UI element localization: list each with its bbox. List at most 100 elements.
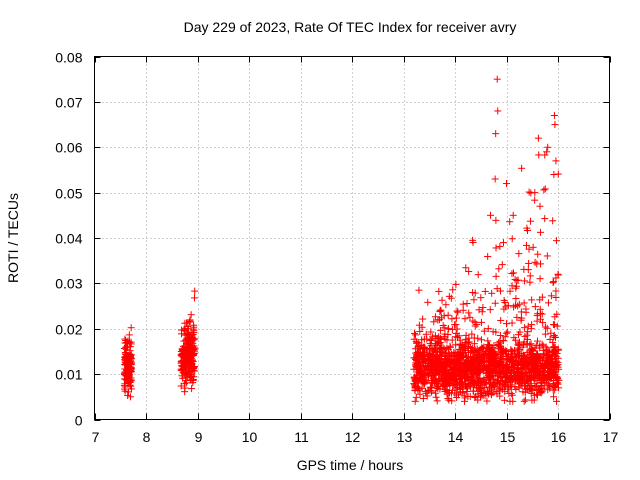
chart-title: Day 229 of 2023, Rate Of TEC Index for r… [184,19,517,35]
data-point [462,366,470,374]
data-point [436,306,444,314]
data-point [535,373,543,381]
data-point [552,293,560,301]
data-point [493,387,501,395]
data-point [484,390,492,398]
x-tick-label: 9 [195,429,203,445]
data-point [493,285,501,293]
data-point [493,75,501,83]
data-point [554,374,562,382]
data-point [496,332,504,340]
data-point [122,343,130,351]
data-point [419,315,427,323]
data-point [439,376,447,384]
data-point [441,335,449,343]
data-point [127,393,135,401]
data-point [442,301,450,309]
data-point [534,134,542,142]
data-point [475,353,483,361]
data-point [445,396,453,404]
data-point [445,292,453,300]
data-point [444,395,452,403]
data-point [455,332,463,340]
data-point [437,307,445,315]
data-point [550,170,558,178]
data-point [452,385,460,393]
data-point [125,331,133,339]
data-point [495,380,503,388]
data-point [462,373,470,381]
data-point [121,335,129,343]
data-point [542,360,550,368]
data-point [551,121,559,129]
x-tick-labels: 7 8 9 10 11 12 13 14 15 16 17 [92,429,619,445]
data-point [444,325,452,333]
data-point [463,300,471,308]
data-point [500,239,508,247]
x-tick-label: 13 [397,429,413,445]
data-point [439,322,447,330]
data-point [480,350,488,358]
data-point [499,346,507,354]
data-point [452,314,460,322]
data-point [545,347,553,355]
data-point [545,382,553,390]
data-point [470,296,478,304]
data-point [475,369,483,377]
data-point [462,380,470,388]
data-point [120,345,128,353]
data-point [452,321,460,329]
data-point [182,366,190,374]
data-point [416,390,424,398]
data-point [550,393,558,401]
data-point [541,330,549,338]
data-point [412,349,420,357]
data-point [537,362,545,370]
data-point [470,360,478,368]
data-point [525,384,533,392]
data-point [544,386,552,394]
data-point [494,339,502,347]
data-point [445,369,453,377]
data-point [453,325,461,333]
data-point [453,334,461,342]
data-point [520,397,528,405]
data-point [515,250,523,258]
data-point [516,346,524,354]
data-point [547,292,555,300]
y-tick-label: 0.03 [55,276,82,292]
data-point [452,391,460,399]
x-tick-label: 8 [143,429,151,445]
data-point [178,345,186,353]
data-point [191,287,199,295]
data-point [518,349,526,357]
data-point [454,308,462,316]
x-tick-label: 7 [92,429,100,445]
data-point [180,359,188,367]
data-point [487,211,495,219]
data-point [504,302,512,310]
data-point [539,374,547,382]
data-point [552,274,560,282]
data-point [184,322,192,330]
data-point [422,364,430,372]
data-point [448,389,456,397]
data-point [414,343,422,351]
data-point [539,342,547,350]
data-point [469,288,477,296]
y-axis-label: ROTI / TECUs [5,193,21,283]
data-point [541,151,549,159]
data-point [549,377,557,385]
data-point [517,308,525,316]
y-tick-label: 0 [75,413,83,429]
data-point [188,385,196,393]
data-point [127,361,135,369]
data-point [428,336,436,344]
data-point [530,372,538,380]
data-point [466,313,474,321]
data-point [547,329,555,337]
y-tick-labels: 0 0.01 0.02 0.03 0.04 0.05 0.06 0.07 0.08 [55,50,82,429]
data-point [440,312,448,320]
data-point [436,339,444,347]
data-point [120,385,128,393]
